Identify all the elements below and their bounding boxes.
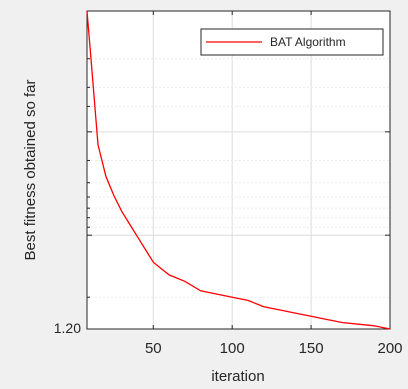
series-line-bat-algorithm — [86, 10, 391, 330]
legend: BAT Algorithm — [200, 28, 384, 56]
legend-label-bat-algorithm: BAT Algorithm — [270, 35, 346, 49]
x-tick-label: 150 — [299, 340, 324, 357]
x-tick-label: 50 — [145, 340, 162, 357]
x-tick-label: 200 — [377, 340, 402, 357]
axes-box — [86, 10, 391, 330]
y-tick-label: 1.20 — [54, 320, 81, 336]
x-tick-label: 100 — [220, 340, 245, 357]
plot-area — [87, 11, 390, 329]
y-ticks: 1.20 — [54, 58, 390, 336]
x-ticks: 50 100 150 200 — [145, 11, 403, 357]
y-axis-label: Best fitness obtained so far — [22, 80, 39, 261]
grid-lines — [87, 11, 391, 329]
x-axis-label: iteration — [211, 368, 264, 384]
